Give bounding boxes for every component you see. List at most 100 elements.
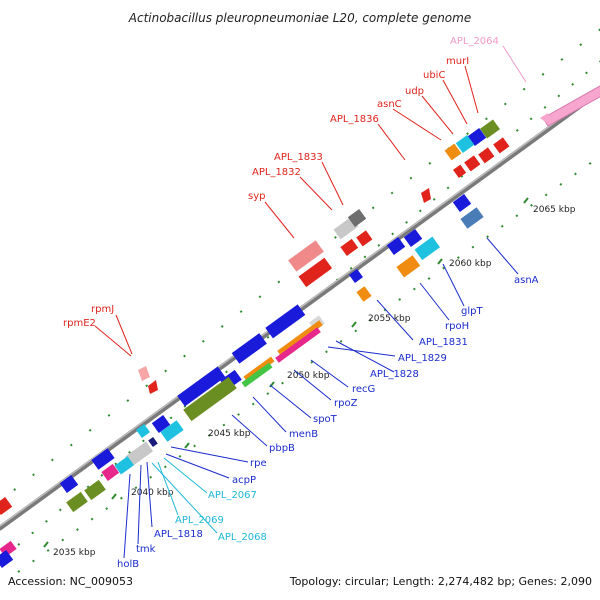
gene-arrow-asnA[interactable] [460,207,484,229]
label-asnA[interactable]: asnA [514,275,539,286]
leader-rpmE2 [94,325,132,357]
leader-rpoH [419,282,450,321]
major-tick [43,541,49,548]
label-asnC[interactable]: asnC [377,99,402,110]
label-APL_1832[interactable]: APL_1832 [252,167,301,178]
gene-arrow-recG[interactable] [275,327,321,363]
label-murI[interactable]: murI [446,56,469,67]
gene-arrow-rpmJ[interactable] [138,366,150,381]
leader-tmk [137,464,142,545]
kb-2045: 2045 kbp [208,429,251,439]
label-recG[interactable]: recG [352,384,375,395]
gene-arrow-holB-2 [66,491,88,513]
label-rpoH[interactable]: rpoH [445,321,469,332]
label-APL_1833[interactable]: APL_1833 [274,152,323,163]
gene-arrow-spoT[interactable] [231,333,267,364]
gene-arrow-syp[interactable] [288,240,324,272]
kb-2040: 2040 kbp [131,488,174,498]
gene-arrow-murI[interactable] [480,119,500,139]
blue-leaders [123,237,519,559]
label-APL_1828[interactable]: APL_1828 [370,369,419,380]
kb-2060: 2060 kbp [449,259,492,269]
gene-arrow-rpoZ[interactable] [243,356,275,382]
gene-arrow-tmk[interactable] [59,475,79,493]
label-tmk[interactable]: tmk [136,544,156,555]
label-APL_1818[interactable]: APL_1818 [154,529,203,540]
gene-arrow-glpT[interactable] [414,236,441,261]
leader-rpoZ [293,369,332,401]
red-leaders [94,65,479,357]
gene-arrow-udp[interactable] [455,135,475,153]
gene-arrow-APL_1833-part [347,209,367,227]
leader-syp [264,201,295,239]
leader-APL_1831 [376,299,414,341]
label-APL_2069[interactable]: APL_2069 [175,515,224,526]
major-tick [111,493,117,500]
gene-arrow-pbpB[interactable] [177,366,226,407]
gene-arrow-APL_2064-head [540,113,548,124]
cyan-gene-labels: APL_2067 APL_2069 APL_2068 [175,490,267,543]
major-ticks [43,197,529,548]
label-APL_1829[interactable]: APL_1829 [398,353,447,364]
label-rpe[interactable]: rpe [250,458,267,469]
gene-arrow-rpoH[interactable] [396,255,421,278]
leader-APL_2068 [151,462,218,534]
label-acpP[interactable]: acpP [232,475,256,486]
leader-menB [252,396,287,433]
label-pbpB[interactable]: pbpB [269,443,295,454]
label-rpmE2[interactable]: rpmE2 [63,318,96,329]
gene-arrow-red-1 [493,137,510,154]
blue-gene-labels: asnA glpT rpoH APL_1831 APL_1829 APL_182… [117,275,539,570]
label-rpoZ[interactable]: rpoZ [334,398,358,409]
major-tick [437,258,443,265]
label-APL_2068[interactable]: APL_2068 [218,532,267,543]
scale-labels: 2035 kbp 2040 kbp 2045 kbp 2050 kbp 2055… [53,205,576,558]
label-glpT[interactable]: glpT [461,306,483,317]
label-spoT[interactable]: spoT [313,414,338,425]
leader-recG [310,359,349,388]
label-holB[interactable]: holB [117,559,139,570]
gene-arrow-APL_2067[interactable] [160,420,184,442]
label-APL_2064[interactable]: APL_2064 [450,36,499,47]
gene-arrow-holB[interactable] [91,448,115,470]
gene-arrow-APL_1828[interactable] [277,320,323,356]
gene-arrow-asnC[interactable] [444,143,462,161]
gene-arrow-acpP[interactable] [136,424,150,438]
label-syp[interactable]: syp [248,191,265,202]
gene-arrow-APL_2068[interactable] [114,456,134,475]
leader-pbpB [231,414,268,447]
genome-backbone-highlight [0,88,600,527]
gene-arrow-APL_1836[interactable] [421,188,431,203]
label-rpmJ[interactable]: rpmJ [91,304,114,315]
label-APL_1831[interactable]: APL_1831 [419,337,468,348]
gene-arrow-ubiC[interactable] [467,128,487,146]
reverse-strand-genes [0,194,484,568]
label-udp[interactable]: udp [405,86,424,97]
kb-2050: 2050 kbp [287,371,330,381]
label-ubiC[interactable]: ubiC [423,70,445,81]
red-gene-labels: APL_2064 murI ubiC udp asnC APL_1836 APL… [63,36,499,329]
gene-arrow-APL_1831[interactable] [356,286,372,302]
leader-acpP [165,453,230,479]
gene-arrow-rpe[interactable] [151,415,171,433]
accession-text: Accession: NC_009053 [8,575,133,588]
gene-arrow-APL_2064[interactable] [542,85,600,127]
gene-arrow-APL_1832[interactable] [340,238,359,256]
gene-arrow-APL_1831-part [349,269,363,283]
leader-rpmJ [115,314,133,355]
gene-arrow-APL_1829[interactable] [265,304,306,339]
leader-APL_2069 [157,461,179,516]
leader-asnC [392,108,442,141]
gene-arrow-APL_2069[interactable] [101,463,120,481]
label-APL_2067[interactable]: APL_2067 [208,490,257,501]
label-APL_1836[interactable]: APL_1836 [330,114,379,125]
leader-APL_1818 [146,461,153,528]
gene-arrow-menB[interactable] [183,376,237,422]
leader-ubiC [442,79,468,125]
gene-arrow-rpmE2[interactable] [148,380,158,394]
major-tick [184,442,190,449]
gene-arrow-APL_1818[interactable] [124,441,154,467]
gene-arrow-asnA-part [452,194,472,212]
leader-APL_1828 [335,340,395,373]
label-menB[interactable]: menB [289,429,318,440]
